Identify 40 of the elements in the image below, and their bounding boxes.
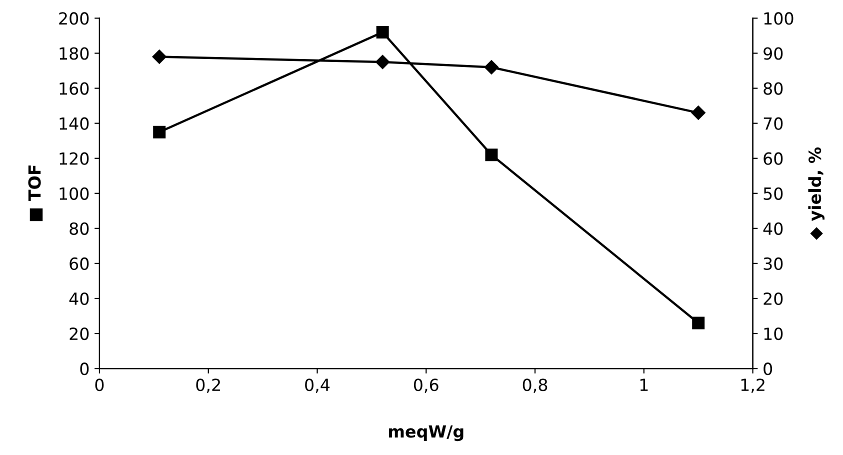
y-tick-label: 120	[60, 152, 89, 165]
x-tick-label: 0	[95, 378, 104, 392]
y2-tick-label: 10	[764, 327, 783, 340]
point	[152, 50, 166, 64]
y2-tick-label: 0	[764, 362, 772, 376]
point	[484, 60, 499, 74]
y-axis-title: ■ TOF	[28, 166, 43, 222]
y-tick-label: 40	[69, 292, 89, 306]
y-tick-label: 180	[60, 47, 89, 60]
point	[153, 126, 166, 138]
y2-tick-label: 20	[764, 292, 783, 306]
y-tick-label: 20	[70, 327, 89, 340]
point	[485, 148, 498, 162]
y-tick-label: 160	[60, 82, 89, 95]
y-tick-label: 60	[70, 257, 89, 270]
x-tick-label: 1	[640, 378, 648, 391]
y-tick-label: 80	[70, 222, 89, 235]
point	[692, 316, 705, 330]
y2-tick-label: 70	[764, 117, 783, 130]
y-tick-label: 140	[60, 117, 89, 130]
y2-tick-label: 40	[763, 222, 783, 235]
y2-tick-label: 50	[764, 187, 783, 200]
x-tick-label: 0,6	[414, 378, 438, 393]
point	[376, 26, 389, 38]
x-axis-title: meqW/g	[389, 425, 464, 442]
point	[376, 54, 390, 70]
y2-tick-label: 90	[764, 47, 783, 60]
y-tick-label: 0	[80, 362, 89, 376]
y2-axis-title: ◆ yield, %	[808, 147, 824, 240]
y2-tick-label: 30	[764, 257, 783, 270]
point	[691, 106, 706, 120]
x-tick-label: 0,2	[196, 378, 220, 393]
y2-tick-label: 60	[764, 152, 783, 165]
x-tick-label: 1,2	[741, 378, 764, 393]
x-tick-label: 0,4	[305, 378, 330, 393]
y-tick-label: 100	[60, 187, 89, 200]
x-tick-label: 0,8	[522, 378, 548, 393]
y-tick-label: 200	[59, 12, 89, 25]
y2-tick-label: 80	[764, 82, 783, 95]
y2-tick-label: 100	[764, 12, 794, 25]
